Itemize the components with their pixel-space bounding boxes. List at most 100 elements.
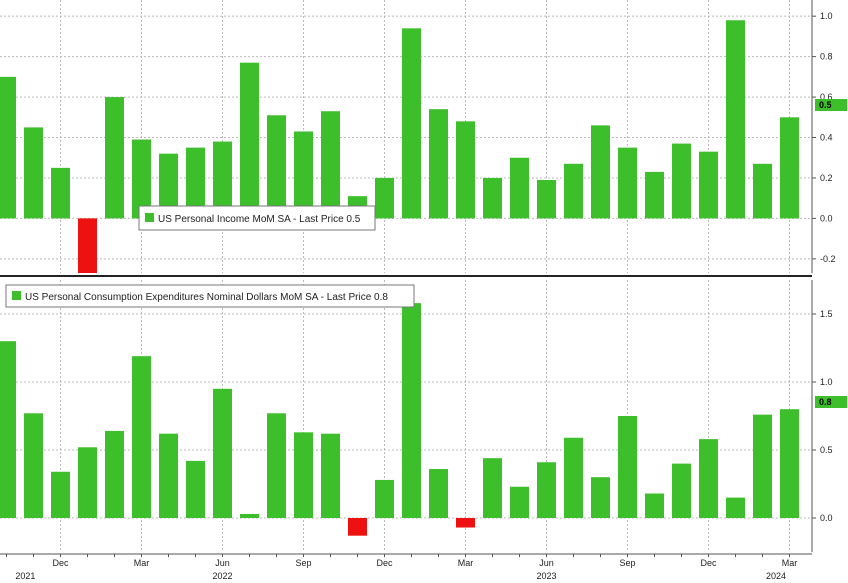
top-last-price-badge-box <box>815 99 847 111</box>
top-last-price-badge: 0.5 <box>815 99 847 111</box>
top-bar-2023-04 <box>483 177 502 219</box>
x-tick-label: Dec <box>700 558 717 568</box>
bottom-last-price-badge-box <box>815 396 847 408</box>
bottom-bar-2023-08 <box>591 477 610 518</box>
bottom-bar-2023-09 <box>618 416 637 518</box>
top-bar-2022-01 <box>78 218 97 273</box>
x-tick-label: Mar <box>782 558 798 568</box>
bottom-bar-2023-11 <box>672 463 691 518</box>
x-tick-label: Mar <box>458 558 474 568</box>
bottom-bar-2023-07 <box>564 437 583 518</box>
top-bar-2024-02 <box>753 163 772 219</box>
x-tick-label: Sep <box>295 558 311 568</box>
x-year-label: 2023 <box>536 571 556 581</box>
bottom-y-tick-label: 0.0 <box>820 513 833 523</box>
bottom-bar-2021-12 <box>51 471 70 518</box>
top-bar-2023-06 <box>537 179 556 219</box>
top-bar-2022-10 <box>321 111 340 219</box>
top-bar-2022-05 <box>186 147 205 219</box>
top-bar-2023-07 <box>564 163 583 219</box>
bottom-y-tick-label: 1.0 <box>820 377 833 387</box>
bottom-legend-text: US Personal Consumption Expenditures Nom… <box>25 292 388 303</box>
top-bar-2023-03 <box>456 121 475 219</box>
top-bar-2023-09 <box>618 147 637 219</box>
top-bar-2021-12 <box>51 167 70 219</box>
x-tick-label: Jun <box>539 558 554 568</box>
top-bar-2022-09 <box>294 131 313 219</box>
bottom-bar-2022-03 <box>132 356 151 518</box>
bottom-bar-2022-05 <box>186 460 205 518</box>
bottom-bar-2022-11 <box>348 518 367 536</box>
x-tick-label: Dec <box>376 558 393 568</box>
x-tick-label: Mar <box>134 558 150 568</box>
top-bar-2023-08 <box>591 125 610 219</box>
top-bar-2023-05 <box>510 157 529 219</box>
top-y-tick-label: 0.4 <box>820 133 833 143</box>
top-bar-2022-02 <box>105 97 124 219</box>
top-bar-2023-10 <box>645 171 664 219</box>
bottom-legend-box <box>5 284 415 308</box>
bottom-bar-2023-06 <box>537 462 556 518</box>
top-y-tick-label: 1.0 <box>820 11 833 21</box>
bottom-last-price-badge: 0.8 <box>815 396 847 408</box>
bottom-bar-2021-11 <box>24 413 43 518</box>
bottom-bar-2023-04 <box>483 458 502 518</box>
bottom-bar-2024-02 <box>753 414 772 518</box>
top-bar-2021-11 <box>24 127 43 219</box>
top-y-tick-label: 0.2 <box>820 173 833 183</box>
top-bar-2023-02 <box>429 109 448 219</box>
top-bar-2023-01 <box>402 28 421 219</box>
top-bar-2022-06 <box>213 141 232 219</box>
bottom-bar-2023-02 <box>429 469 448 518</box>
x-tick-label: Sep <box>619 558 635 568</box>
top-bar-2022-08 <box>267 115 286 219</box>
top-legend-text: US Personal Income MoM SA - Last Price 0… <box>158 214 361 225</box>
top-bar-2021-10 <box>0 76 16 219</box>
bottom-bar-2021-10 <box>0 341 16 518</box>
top-legend-swatch <box>145 213 154 222</box>
top-bar-2023-12 <box>699 151 718 219</box>
top-bar-2022-04 <box>159 153 178 219</box>
bottom-bar-2023-05 <box>510 486 529 518</box>
bottom-legend: US Personal Consumption Expenditures Nom… <box>5 284 415 308</box>
bottom-bar-2023-01 <box>402 303 421 518</box>
bottom-y-tick-label: 1.5 <box>820 309 833 319</box>
bottom-bar-2023-03 <box>456 518 475 528</box>
top-bar-2024-03 <box>780 117 799 219</box>
x-tick-label: Dec <box>52 558 69 568</box>
x-year-label: 2021 <box>15 571 35 581</box>
bottom-y-tick-label: 0.5 <box>820 445 833 455</box>
top-legend: US Personal Income MoM SA - Last Price 0… <box>138 205 376 231</box>
bottom-bar-2024-03 <box>780 409 799 518</box>
top-bar-2022-07 <box>240 62 259 219</box>
bottom-bar-2024-01 <box>726 497 745 518</box>
top-bar-2023-11 <box>672 143 691 219</box>
bottom-bar-2022-02 <box>105 430 124 518</box>
bottom-bar-2023-12 <box>699 439 718 518</box>
top-y-tick-label: 0.6 <box>820 92 833 102</box>
top-y-tick-label: 0.0 <box>820 213 833 223</box>
bottom-bar-2023-10 <box>645 493 664 518</box>
top-legend-box <box>138 205 376 231</box>
bottom-bar-2022-10 <box>321 433 340 518</box>
x-year-label: 2024 <box>766 571 786 581</box>
bottom-last-price-badge-text: 0.8 <box>819 397 832 407</box>
bottom-legend-swatch <box>12 291 21 300</box>
bottom-bar-2022-04 <box>159 433 178 518</box>
bottom-bar-2022-07 <box>240 513 259 518</box>
bottom-bar-2022-08 <box>267 413 286 518</box>
bottom-bar-2022-06 <box>213 388 232 518</box>
bottom-bar-2022-01 <box>78 447 97 518</box>
top-y-tick-label: 0.8 <box>820 52 833 62</box>
bottom-bar-2022-12 <box>375 479 394 518</box>
bars-layer <box>0 20 799 536</box>
top-last-price-badge-text: 0.5 <box>819 100 832 110</box>
top-bar-2022-03 <box>132 139 151 219</box>
bottom-bar-2022-09 <box>294 432 313 518</box>
x-tick-label: Jun <box>215 558 230 568</box>
top-bar-2024-01 <box>726 20 745 219</box>
x-year-label: 2022 <box>212 571 232 581</box>
top-y-tick-label: -0.2 <box>820 254 836 264</box>
